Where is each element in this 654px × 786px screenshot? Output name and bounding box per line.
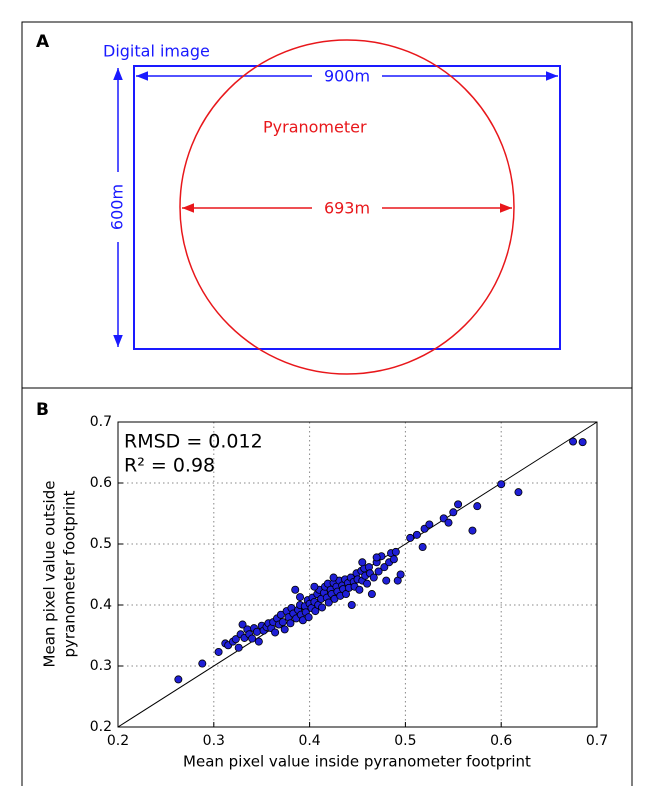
scatter-point	[286, 619, 295, 628]
scatter-point	[425, 520, 434, 529]
circle-label: Pyranometer	[263, 118, 367, 137]
x-axis-label: Mean pixel value inside pyranometer foot…	[183, 753, 531, 771]
scatter-point	[252, 627, 261, 636]
scatter-point	[324, 598, 333, 607]
x-tick-label: 0.3	[203, 733, 225, 749]
scatter-point	[231, 635, 240, 644]
scatter-point	[347, 601, 356, 610]
scatter-point	[497, 480, 506, 489]
x-tick-label: 0.4	[298, 733, 320, 749]
height-label: 600m	[108, 184, 127, 230]
scatter-point	[454, 500, 463, 509]
panel-label: A	[36, 32, 50, 52]
scatter-point	[271, 628, 280, 637]
scatter-point	[238, 620, 247, 629]
scatter-point	[318, 603, 327, 612]
scatter-point	[444, 518, 453, 527]
scatter-point	[234, 643, 243, 652]
annotation: RMSD = 0.012	[124, 431, 263, 453]
scatter-point	[174, 675, 183, 684]
scatter-point	[291, 585, 300, 594]
y-tick-label: 0.6	[90, 475, 112, 491]
scatter-point	[374, 567, 383, 576]
scatter-point	[248, 634, 257, 643]
scatter-point	[310, 582, 319, 591]
scatter-point	[329, 573, 338, 582]
scatter-point	[380, 563, 389, 572]
y-tick-label: 0.5	[90, 536, 112, 552]
scatter-point	[214, 647, 223, 656]
scatter-point	[369, 573, 378, 582]
scatter-point	[578, 438, 587, 447]
scatter-point	[355, 585, 364, 594]
panel-label: B	[36, 400, 49, 420]
y-tick-label: 0.3	[90, 658, 112, 674]
annotation: R² = 0.98	[124, 455, 215, 477]
x-tick-label: 0.6	[490, 733, 512, 749]
scatter-point	[278, 618, 287, 627]
scatter-point	[372, 553, 381, 562]
x-tick-label: 0.2	[107, 733, 129, 749]
scatter-point	[276, 610, 285, 619]
scatter-point	[296, 593, 305, 602]
scatter-point	[391, 547, 400, 556]
scatter-point	[389, 555, 398, 564]
y-tick-label: 0.7	[90, 414, 112, 430]
width-label: 900m	[324, 67, 370, 86]
scatter-point	[363, 579, 372, 588]
scatter-point	[280, 625, 289, 634]
panel-frame	[21, 21, 633, 786]
scatter-point	[382, 576, 391, 585]
scatter-point	[367, 590, 376, 599]
scatter-point	[449, 508, 458, 517]
scatter-point	[198, 659, 207, 668]
diameter-label: 693m	[324, 199, 370, 218]
scatter-point	[406, 533, 415, 542]
scatter-point	[412, 530, 421, 539]
scatter-point	[418, 543, 427, 552]
pyranometer-circle	[179, 39, 515, 375]
y-tick-label: 0.2	[90, 719, 112, 735]
scatter-point	[396, 570, 405, 579]
scatter-point	[569, 437, 578, 446]
scatter-point	[468, 526, 477, 535]
rect-label: Digital image	[103, 42, 210, 61]
scatter-point	[358, 558, 367, 567]
y-axis-label: pyranometer footprint	[61, 490, 79, 657]
image-rect	[133, 65, 561, 350]
x-tick-label: 0.7	[586, 733, 608, 749]
y-axis-label: Mean pixel value outside	[41, 481, 59, 668]
y-tick-label: 0.4	[90, 597, 112, 613]
scatter-point	[254, 637, 263, 646]
plot-frame	[117, 421, 598, 728]
scatter-point	[304, 613, 313, 622]
scatter-point	[473, 502, 482, 511]
x-tick-label: 0.5	[394, 733, 416, 749]
scatter-point	[514, 488, 523, 497]
